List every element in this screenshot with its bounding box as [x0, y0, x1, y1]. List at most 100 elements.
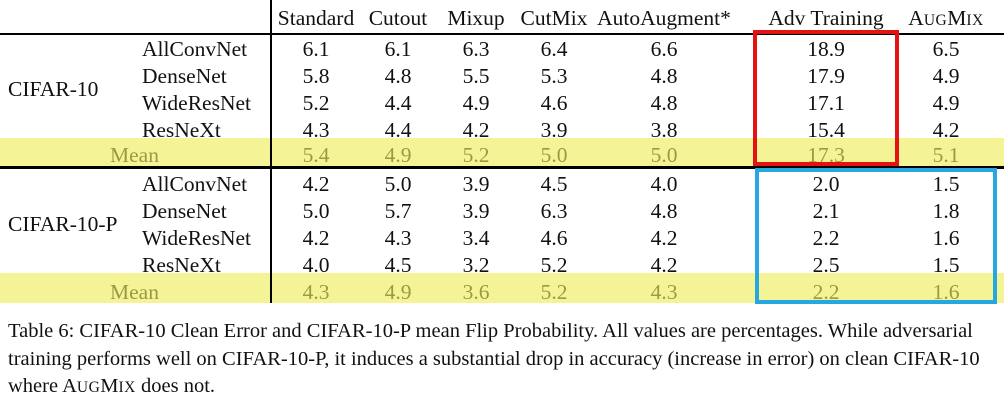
value-cell: 6.5	[932, 37, 960, 61]
value-cell: 4.2	[302, 226, 330, 250]
value-cell: 3.9	[540, 118, 568, 142]
mean-value-cell: 5.2	[462, 143, 490, 167]
value-cell: 5.0	[384, 172, 412, 196]
mean-value-cell: 3.6	[462, 280, 490, 304]
value-cell: 6.1	[302, 37, 330, 61]
value-cell: 5.2	[302, 91, 330, 115]
value-cell: 4.3	[302, 118, 330, 142]
value-cell: 5.3	[540, 64, 568, 88]
mean-label: Mean	[110, 143, 159, 167]
model-name: WideResNet	[142, 91, 251, 115]
value-cell: 1.6	[932, 226, 960, 250]
caption-text-end: does not.	[135, 375, 216, 397]
value-cell: 4.2	[462, 118, 490, 142]
header-rule	[0, 33, 1004, 35]
mean-value-cell: 4.9	[384, 280, 412, 304]
value-cell: 4.2	[650, 226, 678, 250]
value-cell: 3.9	[462, 172, 490, 196]
mean-value-cell: 4.9	[384, 143, 412, 167]
group-label: CIFAR-10	[8, 76, 99, 101]
column-header-augmix: AUGMIX	[908, 6, 984, 30]
value-cell: 4.5	[384, 253, 412, 277]
value-cell: 4.2	[302, 172, 330, 196]
value-cell: 6.4	[540, 37, 568, 61]
column-header: Adv Training	[768, 6, 884, 30]
value-cell: 4.9	[462, 91, 490, 115]
value-cell: 3.2	[462, 253, 490, 277]
value-cell: 6.3	[540, 199, 568, 223]
value-cell: 1.5	[932, 253, 960, 277]
column-header: CutMix	[520, 6, 588, 30]
model-name: ResNeXt	[142, 118, 221, 142]
value-cell: 6.6	[650, 37, 678, 61]
model-name: ResNeXt	[142, 253, 221, 277]
mean-value-cell: 5.1	[932, 143, 960, 167]
value-cell: 6.1	[384, 37, 412, 61]
value-cell: 5.8	[302, 64, 330, 88]
value-cell: 5.0	[302, 199, 330, 223]
model-name: WideResNet	[142, 226, 251, 250]
value-cell: 4.6	[540, 226, 568, 250]
mean-value-cell: 4.3	[650, 280, 678, 304]
value-cell: 4.2	[650, 253, 678, 277]
value-cell: 1.8	[932, 199, 960, 223]
caption-text: Table 6: CIFAR-10 Clean Error and CIFAR-…	[8, 320, 980, 397]
column-header: Cutout	[368, 6, 428, 30]
value-cell: 4.9	[932, 91, 960, 115]
value-cell: 3.9	[462, 199, 490, 223]
value-cell: 5.2	[540, 253, 568, 277]
value-cell: 4.9	[932, 64, 960, 88]
value-cell: 17.9	[807, 64, 845, 88]
column-divider	[270, 0, 272, 303]
model-name: DenseNet	[142, 64, 227, 88]
value-cell: 4.0	[650, 172, 678, 196]
value-cell: 3.4	[462, 226, 490, 250]
value-cell: 4.8	[384, 64, 412, 88]
value-cell: 4.6	[540, 91, 568, 115]
red-highlight-box	[753, 30, 899, 166]
mean-row-highlight	[0, 273, 1004, 303]
mean-value-cell: 1.6	[932, 280, 960, 304]
mean-value-cell: 5.0	[650, 143, 678, 167]
value-cell: 1.5	[932, 172, 960, 196]
augmix-name: AUGMIX	[62, 375, 136, 397]
value-cell: 4.4	[384, 91, 412, 115]
group-label: CIFAR-10-P	[8, 211, 118, 236]
value-cell: 5.5	[462, 64, 490, 88]
mean-value-cell: 5.4	[302, 143, 330, 167]
results-table: Standard Cutout Mixup CutMix AutoAugment* Adv…	[0, 0, 1004, 304]
mean-value-cell: 4.3	[302, 280, 330, 304]
table-caption: Table 6: CIFAR-10 Clean Error and CIFAR-…	[8, 318, 998, 402]
model-name: AllConvNet	[142, 37, 248, 61]
model-name: DenseNet	[142, 199, 227, 223]
value-cell: 2.0	[812, 172, 840, 196]
value-cell: 2.1	[812, 199, 840, 223]
value-cell: 15.4	[807, 118, 845, 142]
value-cell: 2.5	[812, 253, 840, 277]
value-cell: 4.8	[650, 64, 678, 88]
value-cell: 6.3	[462, 37, 490, 61]
blue-highlight-box	[755, 168, 997, 304]
value-cell: 4.3	[384, 226, 412, 250]
value-cell: 4.0	[302, 253, 330, 277]
value-cell: 5.7	[384, 199, 412, 223]
value-cell: 4.4	[384, 118, 412, 142]
value-cell: 4.8	[650, 199, 678, 223]
column-header: Standard	[277, 6, 355, 30]
mean-value-cell: 5.0	[540, 143, 568, 167]
value-cell: 4.2	[932, 118, 960, 142]
column-header: AutoAugment*	[597, 6, 731, 30]
mean-value-cell: 5.2	[540, 280, 568, 304]
value-cell: 2.2	[812, 226, 840, 250]
column-header: Mixup	[447, 6, 505, 30]
value-cell: 4.5	[540, 172, 568, 196]
mean-value-cell: 17.3	[807, 143, 845, 167]
mean-value-cell: 2.2	[812, 280, 840, 304]
value-cell: 18.9	[807, 37, 845, 61]
mean-label: Mean	[110, 280, 159, 304]
mean-row-highlight	[0, 138, 1004, 166]
value-cell: 17.1	[807, 91, 845, 115]
value-cell: 4.8	[650, 91, 678, 115]
group-divider	[0, 166, 1004, 169]
value-cell: 3.8	[650, 118, 678, 142]
